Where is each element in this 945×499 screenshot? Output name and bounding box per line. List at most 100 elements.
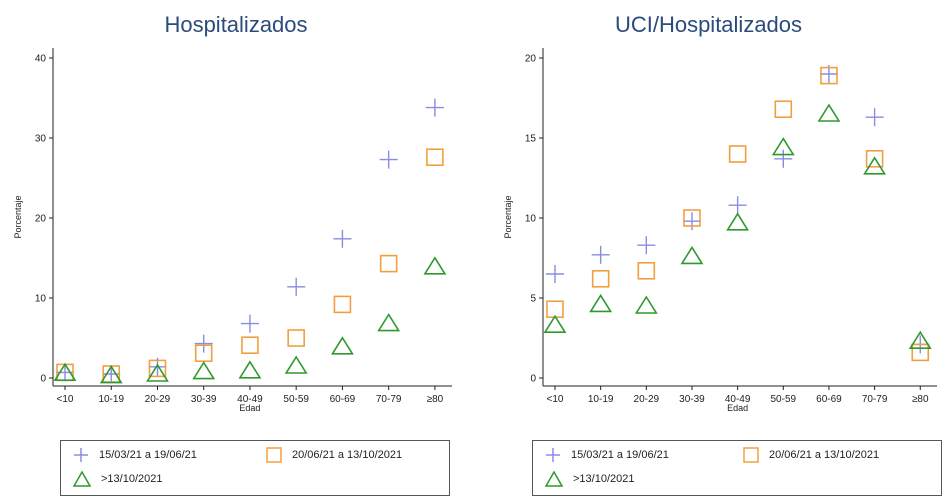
data-point-triangle [543,314,567,334]
y-tick-label: 10 [525,214,537,225]
data-point-square [591,269,610,288]
data-point-square [379,254,398,273]
data-point-triangle [330,336,354,355]
x-tick-label: 30-39 [679,394,705,405]
data-point-plus [333,229,352,248]
chart-panel-uci-hospitalizados: UCI/Hospitalizados 0 5 10 15 20 <10 10-19 20-29… [472,0,945,499]
chart-legend: 15/03/21 a 19/06/21 20/06/21 a 13/10/202… [532,440,942,496]
chart-plot-hospitalizados: 0 10 20 30 40 <10 10-19 20-29 30-39 40-49 50-59 60-… [13,48,452,413]
square-marker-icon [743,447,759,463]
x-tick-label: ≥80 [912,394,929,405]
chart-title: UCI/Hospitalizados [614,12,803,37]
data-point-plus [637,236,656,255]
data-point-triangle [680,245,704,265]
data-point-triangle [771,137,795,156]
data-point-triangle [238,360,262,379]
data-point-triangle [192,361,216,380]
data-point-square [911,343,930,362]
data-point-plus [728,196,747,215]
data-point-triangle [377,313,401,332]
legend-item: 15/03/21 a 19/06/21 [73,447,197,463]
legend-item: 20/06/21 a 13/10/2021 [266,447,402,463]
x-tick-label: 60-69 [816,394,842,405]
chart-legend: 15/03/21 a 19/06/21 20/06/21 a 13/10/202… [60,440,450,496]
data-point-square [865,150,884,168]
data-point-square [774,100,793,118]
data-point-square [333,295,352,314]
data-point-square [426,148,444,166]
data-point-square [728,145,747,163]
x-tick-label: 10-19 [98,394,124,405]
legend-item: 20/06/21 a 13/10/2021 [743,447,879,463]
data-point-triangle [423,256,447,275]
data-point-triangle [863,156,887,175]
data-point-square [287,329,305,347]
data-point-triangle [726,212,750,231]
data-point-square [241,336,259,355]
data-point-plus [865,108,884,127]
x-axis-label: Edad [239,403,260,413]
legend-label: 20/06/21 a 13/10/2021 [769,449,880,461]
data-point-plus [287,277,306,296]
x-tick-label: 50-59 [770,394,796,405]
x-tick-label: <10 [547,394,564,405]
x-tick-label: <10 [57,394,74,405]
data-point-triangle [146,363,169,382]
data-point-plus [546,265,564,283]
data-point-square [820,66,838,85]
plus-marker-icon [546,448,560,462]
y-tick-label: 40 [35,54,47,65]
x-tick-label: 40-49 [237,394,263,405]
data-point-triangle [53,362,77,382]
x-tick-label: 10-19 [588,394,614,405]
data-point-square [637,261,656,280]
y-tick-label: 0 [530,374,536,385]
data-point-plus [425,98,444,117]
data-point-square [148,359,167,378]
data-point-square [683,209,701,227]
y-tick-label: 15 [525,134,537,145]
chart-panel-hospitalizados: Hospitalizados 0 10 20 30 40 <10 10-19 20-29 30-… [0,0,472,499]
chart-title: Hospitalizados [164,12,308,37]
x-tick-label: 50-59 [283,394,309,405]
y-axis-label: Porcentaje [503,195,513,238]
legend-item: 15/03/21 a 19/06/21 [545,447,669,463]
square-marker-icon [266,447,282,463]
x-axis-label: Edad [727,403,748,413]
x-tick-label: 60-69 [330,394,356,405]
y-tick-label: 30 [35,134,47,145]
y-tick-label: 10 [35,294,47,305]
legend-label: 15/03/21 a 19/06/21 [571,449,669,461]
x-tick-label: 30-39 [191,394,217,405]
data-point-plus [682,212,701,231]
data-point-plus [591,245,610,264]
y-tick-label: 20 [525,54,537,65]
x-tick-label: 40-49 [725,394,751,405]
x-tick-label: 20-29 [145,394,171,405]
x-tick-label: 70-79 [376,394,402,405]
x-tick-label: 70-79 [862,394,888,405]
data-point-triangle [908,330,932,350]
data-point-triangle [817,103,841,122]
chart-plot-uci: 0 5 10 15 20 <10 10-19 20-29 30-39 40-49 50-59 60-6… [503,48,937,413]
legend-label: 20/06/21 a 13/10/2021 [292,449,403,461]
triangle-marker-icon [544,470,564,487]
legend-label: 15/03/21 a 19/06/21 [99,449,197,461]
data-point-triangle [284,355,308,374]
y-tick-label: 20 [35,214,47,225]
data-point-plus [379,150,398,169]
y-tick-label: 5 [530,294,536,305]
legend-item: >13/10/2021 [544,470,634,487]
data-point-plus [240,314,259,333]
x-tick-label: 20-29 [634,394,660,405]
data-point-plus [194,334,213,353]
data-point-plus [774,149,793,168]
triangle-marker-icon [72,470,92,487]
x-tick-label: ≥80 [427,394,444,405]
data-point-triangle [99,365,123,384]
data-point-triangle [634,295,658,314]
data-point-plus [56,363,74,382]
y-axis-label: Porcentaje [13,195,23,238]
y-tick-label: 0 [40,374,46,385]
data-point-triangle [589,293,613,313]
